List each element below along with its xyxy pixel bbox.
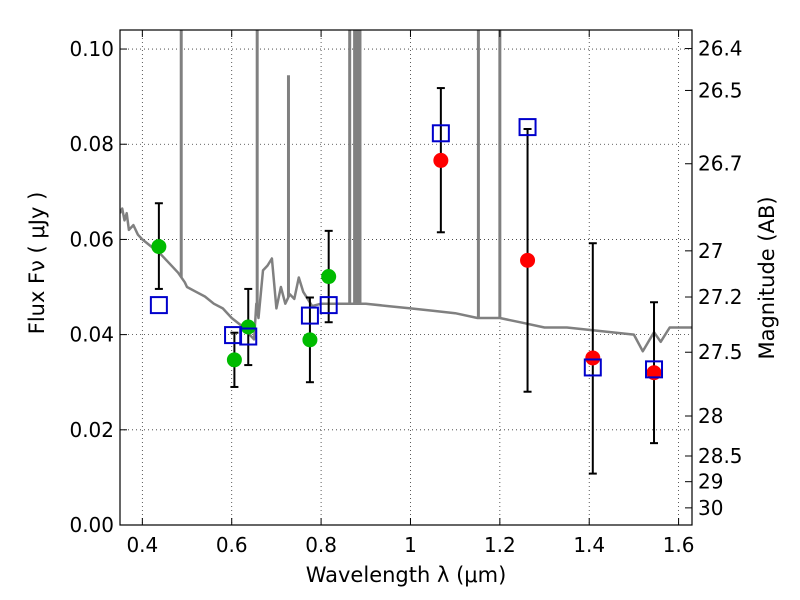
- data-point-square: [319, 296, 338, 315]
- x-tick-label: 0.4: [126, 533, 158, 557]
- data-point-square: [300, 306, 319, 325]
- x-tick-label: 1: [404, 533, 417, 557]
- x-tick-label: 1.6: [663, 533, 695, 557]
- data-point-square: [239, 327, 258, 346]
- y-tick-label: 0.06: [69, 227, 114, 251]
- right-tick-label: 30: [698, 496, 723, 520]
- y-axis-right-label: Magnitude (AB): [755, 196, 779, 359]
- plot-frame: [119, 29, 693, 526]
- model-spectrum-line: [120, 207, 692, 353]
- data-point-square: [224, 326, 243, 345]
- data-point-circle: [321, 269, 337, 285]
- right-tick-label: 27: [698, 239, 723, 263]
- data-point-circle: [585, 350, 601, 366]
- x-axis-label: Wavelength λ (μm): [306, 563, 507, 587]
- right-tick-label: 26.7: [698, 152, 743, 176]
- right-tick-label: 27.5: [698, 340, 743, 364]
- data-point-circle: [240, 319, 256, 335]
- y-tick-label: 0.00: [69, 513, 114, 537]
- y-tick-label: 0.02: [69, 418, 114, 442]
- data-point-circle: [520, 252, 536, 268]
- plot-area: [120, 30, 692, 475]
- data-point-square: [645, 360, 664, 379]
- axis-ticks: 0.4 0.6 0.8 1 1.2 1.4 1.6 0.00 0.02 0.04 0.06 0.08 0…: [69, 30, 743, 557]
- right-tick-label: 29: [698, 470, 723, 494]
- y-tick-label: 0.04: [69, 323, 114, 347]
- data-point-circle: [302, 332, 318, 348]
- y-axis-label: Flux Fν ( μJy ): [25, 192, 49, 335]
- grid-lines: [120, 30, 692, 526]
- x-tick-label: 0.6: [216, 533, 248, 557]
- data-point-circle: [433, 152, 449, 168]
- data-point-square: [583, 358, 602, 377]
- data-point-circle: [151, 239, 167, 255]
- y-tick-label: 0.10: [69, 37, 114, 61]
- right-tick-label: 28: [698, 404, 723, 428]
- data-point-square: [431, 124, 450, 143]
- data-point-square: [149, 296, 168, 315]
- y-tick-label: 0.08: [69, 132, 114, 156]
- x-tick-label: 1.4: [573, 533, 605, 557]
- data-point-circle: [226, 352, 242, 368]
- right-tick-label: 26.5: [698, 78, 743, 102]
- x-tick-label: 1.2: [484, 533, 516, 557]
- x-tick-label: 0.8: [305, 533, 337, 557]
- right-tick-label: 27.2: [698, 285, 743, 309]
- right-tick-label: 28.5: [698, 444, 743, 468]
- data-point-square: [518, 118, 537, 137]
- right-tick-label: 26.4: [698, 37, 743, 61]
